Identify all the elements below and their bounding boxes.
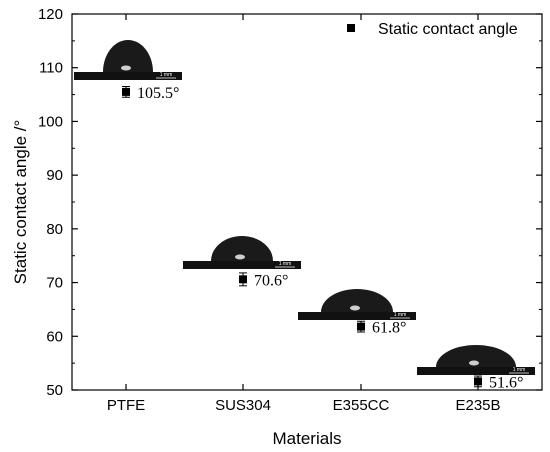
droplet-photo-icon: 1 mm xyxy=(74,40,182,80)
data-label-ptfe: 105.5° xyxy=(137,85,179,102)
x-tick-label-ptfe: PTFE xyxy=(107,397,145,414)
y-tick-label: 80 xyxy=(46,221,63,238)
droplet-photo-icon: 1 mm xyxy=(298,289,416,320)
legend-marker xyxy=(347,24,355,32)
data-label-e235b: 51.6° xyxy=(489,374,523,391)
legend-label: Static contact angle xyxy=(378,21,518,38)
y-axis-title: Static contact angle /° xyxy=(11,120,30,285)
y-tick-label: 120 xyxy=(38,6,63,23)
data-labels: 105.5° 70.6° 61.8° 51.6° xyxy=(137,85,523,392)
droplet-photo-icon: 1 mm xyxy=(183,236,301,269)
scale-bar-label: 1 mm xyxy=(279,261,292,267)
droplet-photo-icon: 1 mm xyxy=(417,345,535,375)
droplet-insets: 1 mm 1 mm 1 mm 1 mm xyxy=(74,40,535,375)
y-tick-label: 90 xyxy=(46,167,63,184)
data-label-sus304: 70.6° xyxy=(254,272,288,289)
data-point-e355cc xyxy=(357,322,365,331)
y-tick-label: 100 xyxy=(38,113,63,130)
x-axis-title: Materials xyxy=(273,429,342,448)
scale-bar-label: 1 mm xyxy=(394,312,407,318)
data-point-e235b xyxy=(474,377,482,386)
scale-bar-label: 1 mm xyxy=(160,72,173,78)
data-point-sus304 xyxy=(239,275,247,284)
data-points xyxy=(122,86,482,388)
data-label-e355cc: 61.8° xyxy=(372,320,406,337)
legend: Static contact angle xyxy=(347,21,518,38)
x-tick-label-sus304: SUS304 xyxy=(215,397,271,414)
y-tick-label: 60 xyxy=(46,328,63,345)
y-tick-label: 70 xyxy=(46,275,63,292)
x-tick-label-e235b: E235B xyxy=(455,397,500,414)
y-tick-label: 110 xyxy=(39,60,63,77)
x-tick-label-e355cc: E355CC xyxy=(333,397,390,414)
x-axis-ticks: PTFE SUS304 E355CC E235B xyxy=(107,14,501,414)
y-tick-label: 50 xyxy=(46,382,63,399)
y-axis-ticks: 50 60 70 80 90 100 110 120 xyxy=(38,6,542,399)
scale-bar-label: 1 mm xyxy=(513,367,526,373)
data-point-ptfe xyxy=(122,87,130,96)
